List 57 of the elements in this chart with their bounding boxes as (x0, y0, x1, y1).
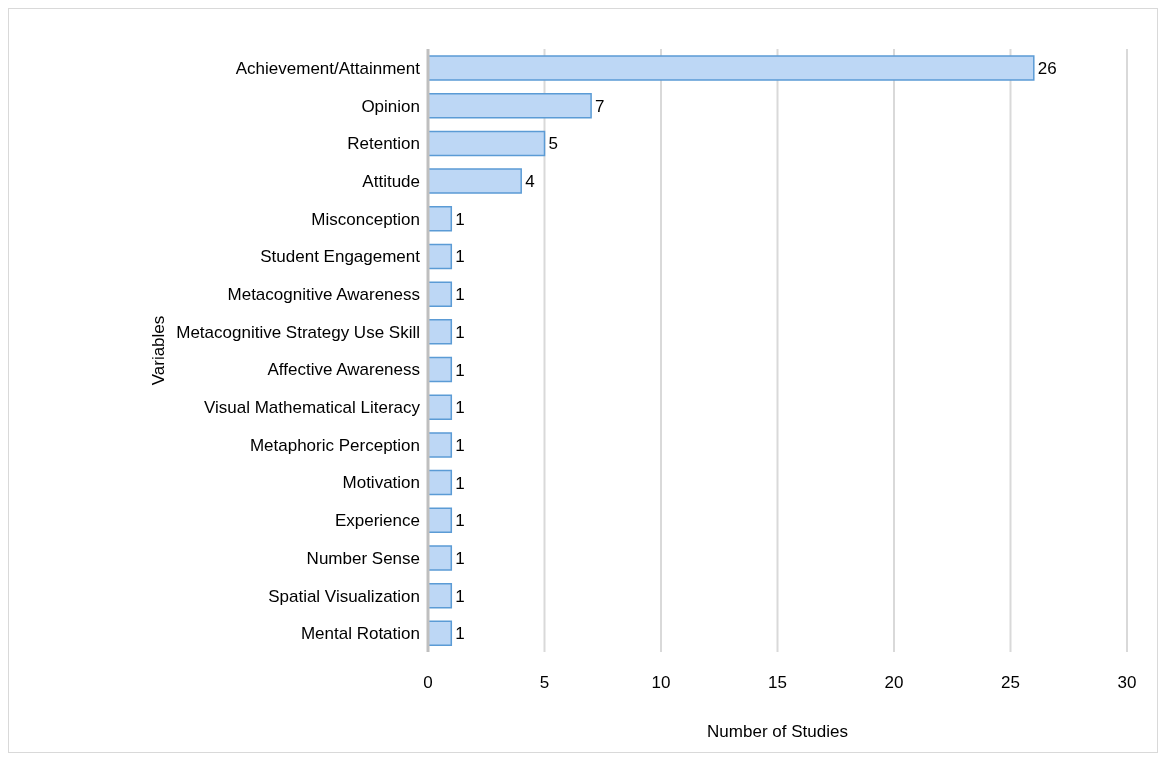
y-tick-label: Achievement/Attainment (235, 58, 421, 78)
y-tick-label: Metaphoric Perception (249, 435, 420, 455)
bar (428, 168, 522, 194)
x-axis-title: Number of Studies (707, 722, 848, 741)
data-label: 1 (455, 624, 465, 644)
bar (428, 620, 453, 647)
data-label: 1 (455, 548, 465, 568)
bar (428, 582, 453, 609)
y-tick-label: Affective Awareness (267, 360, 420, 380)
y-tick-label: Visual Mathematical Literacy (203, 398, 421, 418)
data-label: 1 (455, 435, 465, 455)
bar (428, 432, 453, 458)
data-label: 26 (1037, 59, 1057, 79)
bar (428, 130, 546, 157)
bar (428, 243, 453, 270)
data-label: 1 (455, 209, 465, 229)
data-label: 5 (548, 134, 558, 154)
y-tick-label: Experience (334, 511, 420, 531)
x-tick-label: 0 (423, 673, 433, 693)
bar (428, 545, 453, 571)
y-tick-label: Number Sense (306, 548, 420, 568)
x-tick-label: 15 (768, 673, 787, 693)
data-label: 1 (455, 398, 465, 418)
y-tick-label: Motivation (342, 473, 420, 493)
bar (428, 92, 592, 119)
data-label: 1 (455, 360, 465, 380)
data-label: 1 (455, 285, 465, 305)
bar (428, 319, 453, 345)
bar (428, 206, 453, 232)
data-label: 1 (455, 322, 465, 342)
data-label: 7 (595, 96, 605, 116)
data-label: 1 (455, 247, 465, 267)
data-label: 4 (525, 172, 535, 192)
y-tick-label: Student Engagement (260, 247, 421, 267)
y-tick-label: Retention (347, 134, 420, 154)
data-label: 1 (455, 511, 465, 531)
bar (428, 469, 453, 496)
data-label: 1 (455, 586, 465, 606)
bar (428, 507, 453, 533)
bar (428, 356, 453, 383)
y-axis-title: Variables (149, 315, 169, 386)
x-tick-label: 10 (651, 673, 671, 693)
y-tick-label: Mental Rotation (300, 624, 420, 644)
bar (428, 394, 453, 420)
x-tick-label: 20 (884, 673, 904, 693)
x-tick-label: 5 (539, 673, 550, 693)
y-tick-label: Opinion (361, 96, 420, 116)
bar (428, 55, 1035, 81)
y-tick-label: Spatial Visualization (268, 586, 420, 606)
y-tick-label: Misconception (311, 209, 420, 229)
data-label: 1 (455, 473, 465, 493)
x-tick-label: 30 (1117, 673, 1137, 693)
bar (428, 281, 453, 307)
y-tick-label: Attitude (362, 171, 420, 191)
y-tick-label: Metacognitive Awareness (227, 285, 420, 304)
x-tick-label: 25 (1001, 673, 1020, 693)
y-tick-label: Metacognitive Strategy Use Skill (176, 322, 420, 342)
